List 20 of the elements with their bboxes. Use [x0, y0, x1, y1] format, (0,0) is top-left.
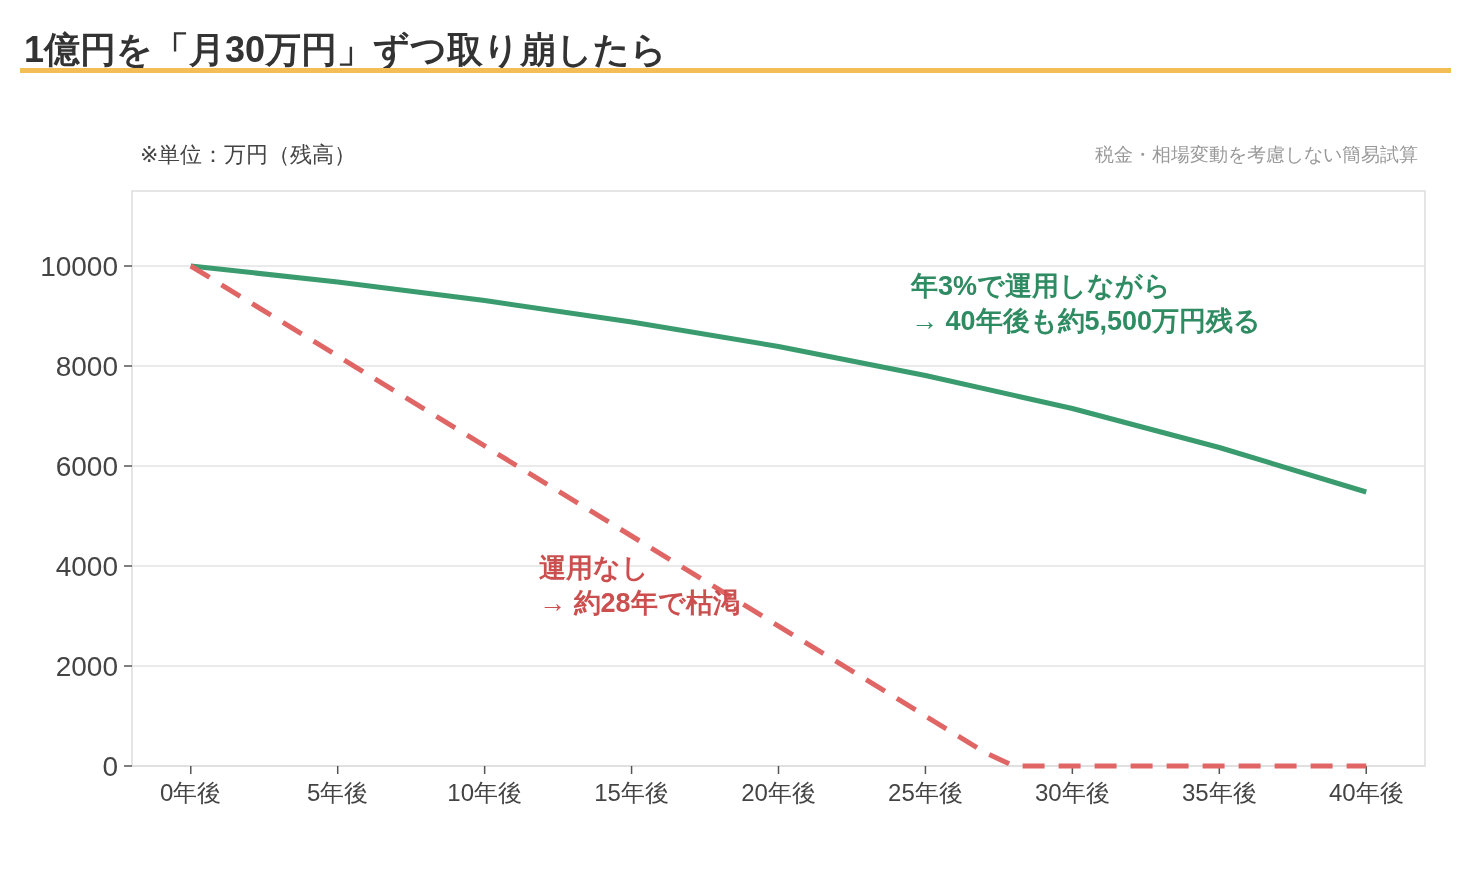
x-tick-label: 15年後 [594, 779, 669, 806]
x-tick-label: 5年後 [307, 779, 369, 806]
x-tick-label: 20年後 [741, 779, 816, 806]
text: 税金・相場変動を考慮しない簡易試算 [1095, 144, 1418, 165]
y-tick-label: 2000 [55, 651, 118, 682]
y-tick-label: 8000 [55, 351, 118, 382]
y-tick-label: 0 [102, 751, 118, 782]
annotation: 運用なし → 約28年で枯渇 [539, 553, 740, 618]
y-tick-label: 6000 [55, 451, 118, 482]
chart-title: 1億円を「月30万円」ずつ取り崩したら [24, 29, 668, 71]
x-tick-label: 35年後 [1181, 779, 1257, 806]
x-tick-label: 0年後 [160, 779, 222, 806]
x-tick-label: 10年後 [447, 779, 522, 806]
annotation: 年3%で運用しながら → 40年後も約5,500万円残る [910, 271, 1262, 336]
x-tick-label: 30年後 [1035, 779, 1110, 806]
y-tick-label: 4000 [55, 551, 118, 582]
y-tick-label: 10000 [40, 251, 118, 282]
x-tick-label: 40年後 [1328, 779, 1404, 806]
x-tick-label: 25年後 [888, 779, 963, 806]
text: ※単位：万円（残高） [140, 142, 357, 167]
